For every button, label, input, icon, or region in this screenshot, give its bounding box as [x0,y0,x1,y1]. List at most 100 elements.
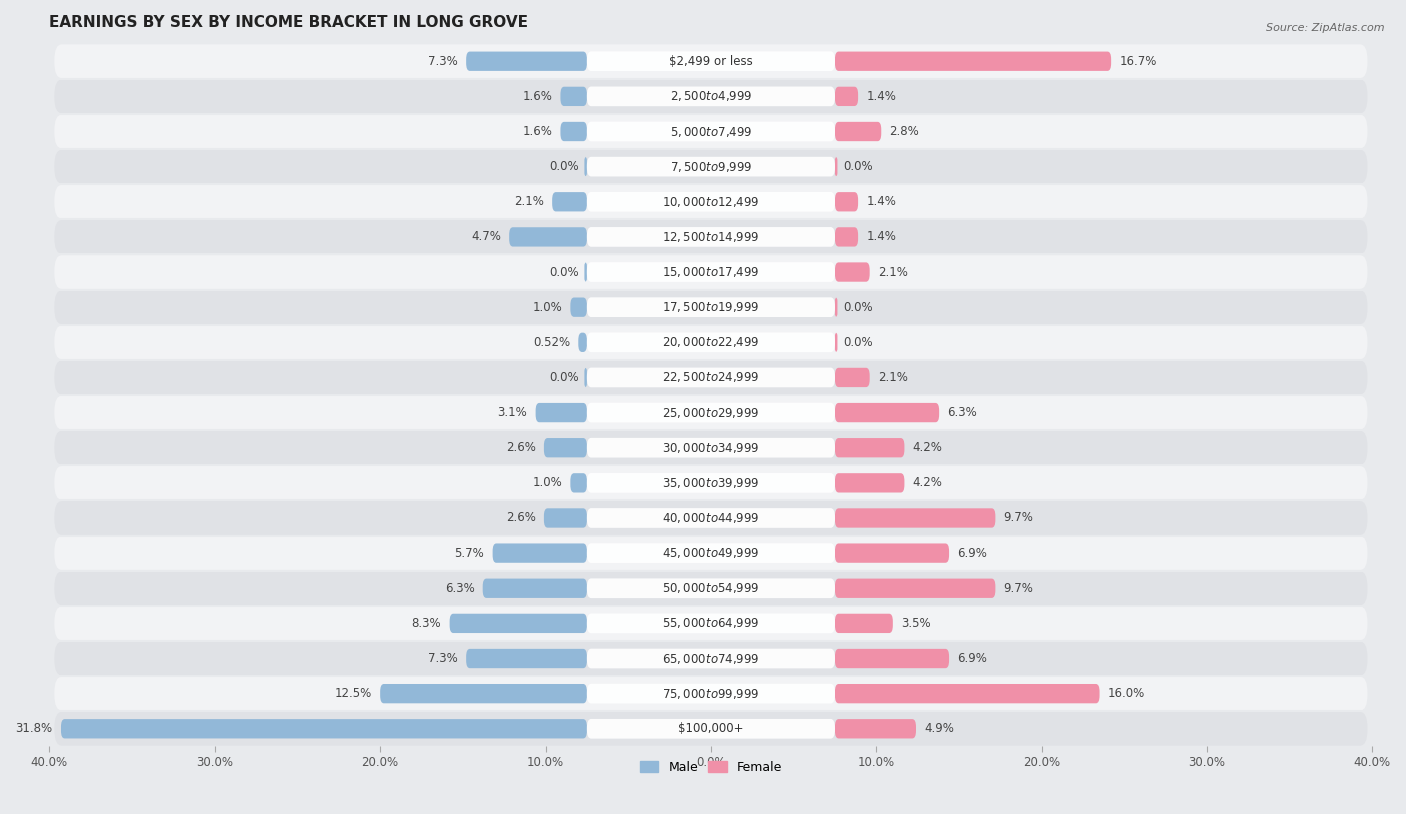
FancyBboxPatch shape [835,51,1111,71]
FancyBboxPatch shape [835,297,838,317]
Text: 12.5%: 12.5% [335,687,373,700]
FancyBboxPatch shape [835,579,995,598]
FancyBboxPatch shape [467,51,586,71]
Text: 3.5%: 3.5% [901,617,931,630]
FancyBboxPatch shape [55,606,1368,641]
FancyBboxPatch shape [55,431,1368,465]
FancyBboxPatch shape [586,719,835,738]
FancyBboxPatch shape [55,326,1368,359]
Text: $2,500 to $4,999: $2,500 to $4,999 [669,90,752,103]
FancyBboxPatch shape [55,361,1368,394]
FancyBboxPatch shape [55,501,1368,535]
FancyBboxPatch shape [835,438,904,457]
Text: 4.9%: 4.9% [924,722,955,735]
FancyBboxPatch shape [55,466,1368,500]
FancyBboxPatch shape [509,227,586,247]
Text: $20,000 to $22,499: $20,000 to $22,499 [662,335,759,349]
Text: 0.0%: 0.0% [844,160,873,173]
Text: 6.3%: 6.3% [444,582,474,595]
Text: 0.52%: 0.52% [533,336,569,349]
FancyBboxPatch shape [55,185,1368,219]
FancyBboxPatch shape [450,614,586,633]
FancyBboxPatch shape [835,719,915,738]
Text: 2.1%: 2.1% [515,195,544,208]
FancyBboxPatch shape [586,403,835,422]
FancyBboxPatch shape [835,614,893,633]
Text: EARNINGS BY SEX BY INCOME BRACKET IN LONG GROVE: EARNINGS BY SEX BY INCOME BRACKET IN LON… [49,15,529,30]
Text: $65,000 to $74,999: $65,000 to $74,999 [662,651,759,666]
FancyBboxPatch shape [586,262,835,282]
FancyBboxPatch shape [586,297,835,317]
Text: 2.1%: 2.1% [877,371,908,384]
Text: 5.7%: 5.7% [454,547,484,559]
FancyBboxPatch shape [835,122,882,141]
Text: 2.6%: 2.6% [506,511,536,524]
FancyBboxPatch shape [835,192,858,212]
Text: 0.0%: 0.0% [844,300,873,313]
Text: 16.0%: 16.0% [1108,687,1144,700]
FancyBboxPatch shape [835,333,838,352]
Text: 6.9%: 6.9% [957,547,987,559]
FancyBboxPatch shape [55,150,1368,183]
FancyBboxPatch shape [553,192,586,212]
FancyBboxPatch shape [55,80,1368,113]
FancyBboxPatch shape [586,543,835,563]
FancyBboxPatch shape [60,719,586,738]
FancyBboxPatch shape [585,368,586,387]
FancyBboxPatch shape [55,396,1368,430]
FancyBboxPatch shape [586,51,835,71]
FancyBboxPatch shape [586,192,835,212]
Text: $50,000 to $54,999: $50,000 to $54,999 [662,581,759,595]
Text: $25,000 to $29,999: $25,000 to $29,999 [662,405,759,419]
Text: 1.4%: 1.4% [866,90,896,103]
FancyBboxPatch shape [492,544,586,562]
Text: 8.3%: 8.3% [412,617,441,630]
FancyBboxPatch shape [585,262,586,282]
FancyBboxPatch shape [544,438,586,457]
FancyBboxPatch shape [586,121,835,142]
FancyBboxPatch shape [561,87,586,106]
FancyBboxPatch shape [467,649,586,668]
FancyBboxPatch shape [586,438,835,457]
FancyBboxPatch shape [835,403,939,422]
Text: 1.6%: 1.6% [522,90,553,103]
Text: $15,000 to $17,499: $15,000 to $17,499 [662,265,759,279]
Text: $10,000 to $12,499: $10,000 to $12,499 [662,195,759,208]
Text: $35,000 to $39,999: $35,000 to $39,999 [662,476,759,490]
Text: 1.4%: 1.4% [866,230,896,243]
Text: 0.0%: 0.0% [844,336,873,349]
FancyBboxPatch shape [586,227,835,247]
Text: 0.0%: 0.0% [548,265,579,278]
Text: $100,000+: $100,000+ [678,722,744,735]
Text: $17,500 to $19,999: $17,500 to $19,999 [662,300,759,314]
FancyBboxPatch shape [835,649,949,668]
FancyBboxPatch shape [586,579,835,598]
Text: 9.7%: 9.7% [1004,511,1033,524]
FancyBboxPatch shape [55,291,1368,324]
Text: Source: ZipAtlas.com: Source: ZipAtlas.com [1267,23,1385,33]
Text: $30,000 to $34,999: $30,000 to $34,999 [662,440,759,455]
Text: $45,000 to $49,999: $45,000 to $49,999 [662,546,759,560]
Legend: Male, Female: Male, Female [634,755,787,779]
Text: $40,000 to $44,999: $40,000 to $44,999 [662,511,759,525]
FancyBboxPatch shape [55,536,1368,570]
Text: 9.7%: 9.7% [1004,582,1033,595]
FancyBboxPatch shape [55,220,1368,254]
FancyBboxPatch shape [835,262,870,282]
Text: 7.3%: 7.3% [429,652,458,665]
FancyBboxPatch shape [586,684,835,703]
FancyBboxPatch shape [536,403,586,422]
Text: $75,000 to $99,999: $75,000 to $99,999 [662,687,759,701]
Text: 4.2%: 4.2% [912,441,942,454]
FancyBboxPatch shape [586,157,835,177]
FancyBboxPatch shape [380,684,586,703]
FancyBboxPatch shape [55,45,1368,78]
FancyBboxPatch shape [586,473,835,492]
FancyBboxPatch shape [561,122,586,141]
FancyBboxPatch shape [571,473,586,492]
FancyBboxPatch shape [835,157,838,177]
Text: 31.8%: 31.8% [15,722,52,735]
Text: 3.1%: 3.1% [498,406,527,419]
FancyBboxPatch shape [482,579,586,598]
FancyBboxPatch shape [586,368,835,387]
